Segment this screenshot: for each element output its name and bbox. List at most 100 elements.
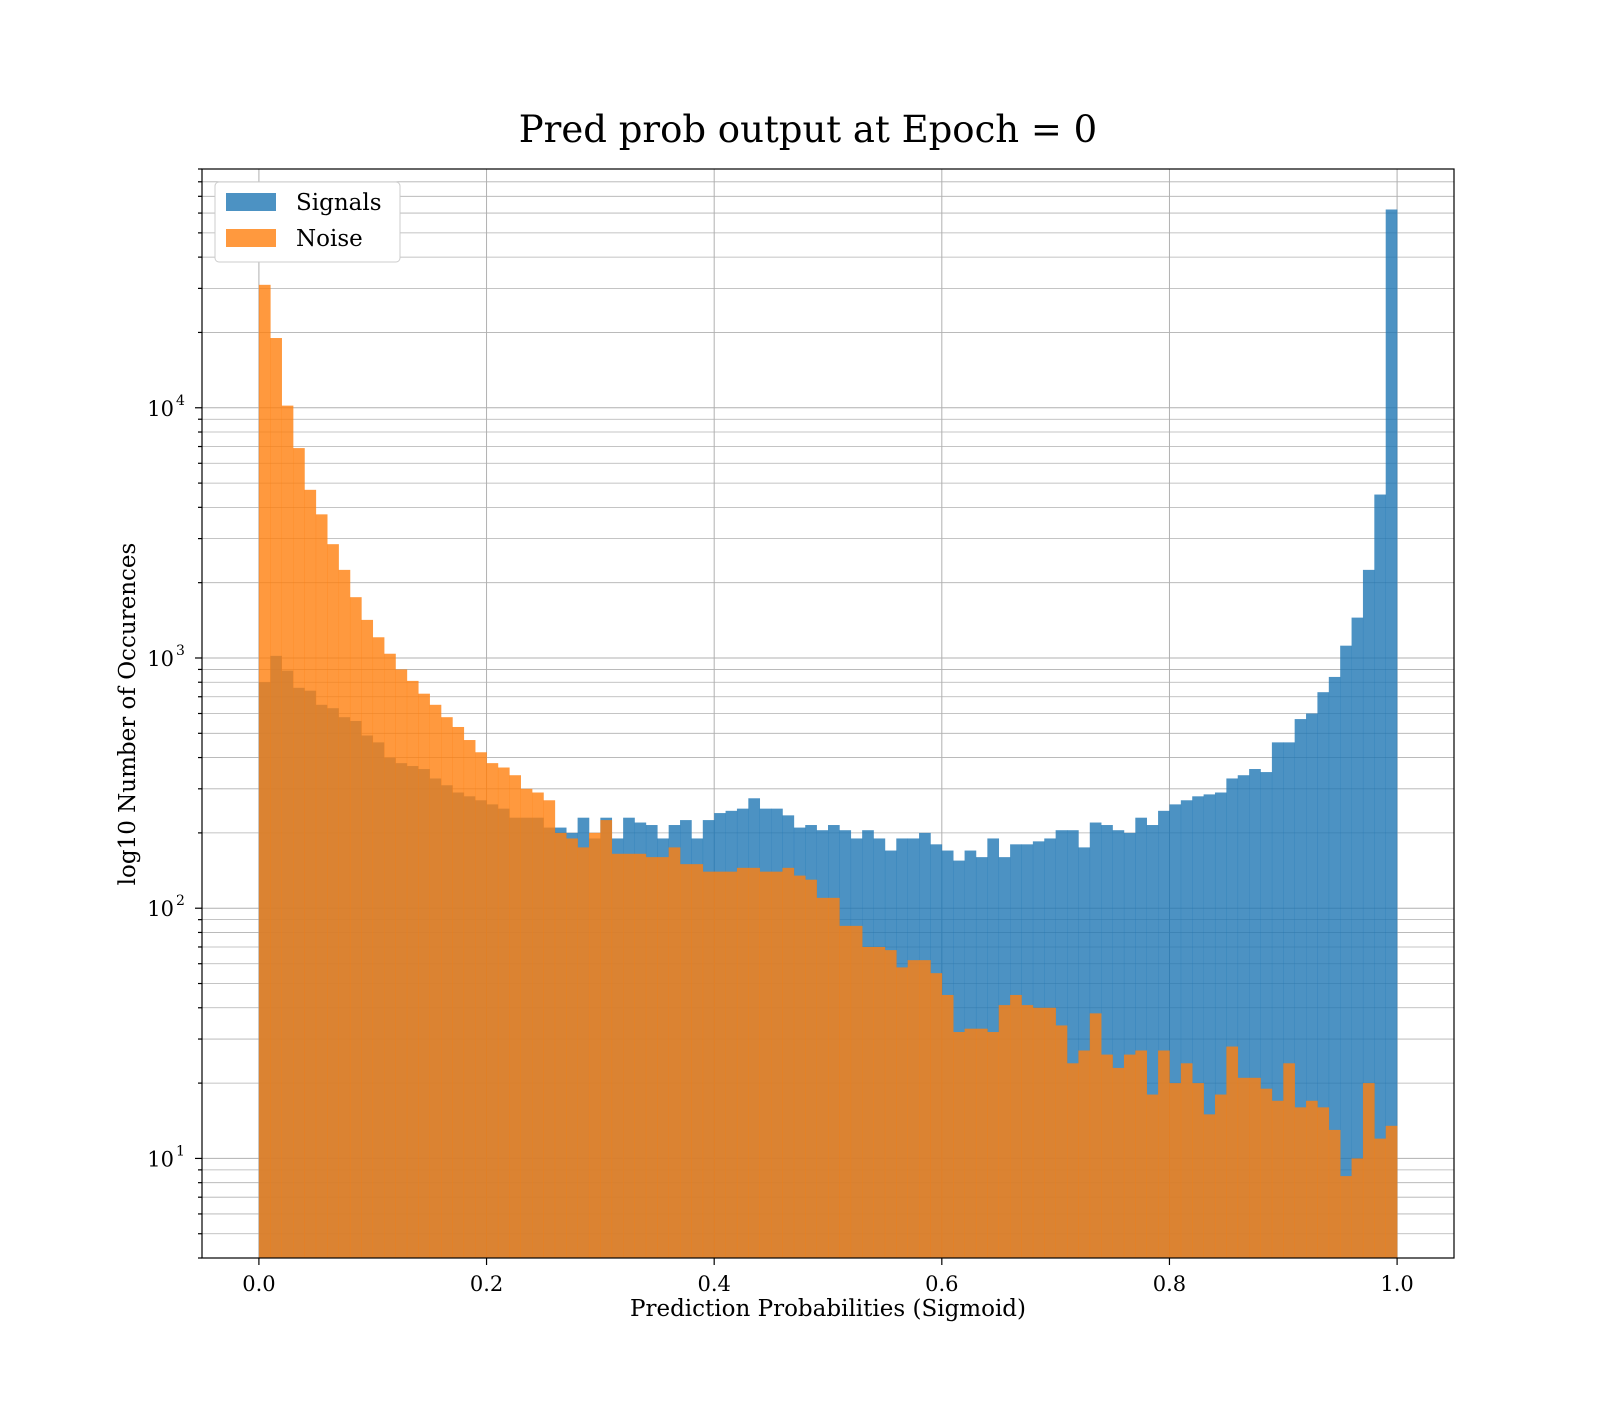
histogram-bar-noise [873,946,886,1258]
histogram-bar-noise [532,792,544,1258]
histogram-bar-signals [1283,742,1295,1258]
histogram-bar-noise [998,1005,1011,1258]
histogram-bar-noise [1374,1138,1387,1258]
histogram-bar-noise [315,514,328,1258]
histogram-bar-noise [463,740,476,1258]
histogram-bars [258,209,1398,1259]
histogram-bar-noise [327,544,339,1258]
histogram-bar-signals [1317,692,1330,1258]
histogram-bar-noise [930,973,943,1258]
histogram-bar-noise [600,820,613,1258]
histogram-bar-signals [1328,676,1341,1258]
histogram-bar-signals [1374,494,1387,1258]
histogram-bar-noise [1283,1063,1295,1258]
histogram-bar-noise [1340,1176,1352,1258]
histogram-bar-noise [736,867,749,1258]
histogram-bar-noise [1158,1050,1170,1258]
x-tick-label: 0.0 [242,1272,275,1296]
histogram-bar-noise [509,775,521,1258]
histogram-bar-noise [668,847,681,1258]
histogram-bar-noise [1317,1107,1330,1258]
y-tick-label: 10 [147,647,174,671]
histogram-bar-noise [975,1028,988,1258]
histogram-bar-noise [1203,1114,1216,1258]
histogram-bar-noise [1055,1025,1068,1258]
series-noise [258,284,1398,1259]
histogram-bar-noise [793,875,806,1258]
histogram-bar-noise [1214,1094,1227,1258]
histogram-bar-noise [1010,994,1022,1258]
histogram-bar-noise [896,967,908,1258]
histogram-bar-noise [1089,1013,1102,1258]
histogram-bar-signals [1214,792,1227,1258]
histogram-bar-signals [1362,569,1375,1258]
legend-swatch-signals [226,193,276,211]
histogram-bar-noise [1021,1005,1034,1258]
x-tick-label: 1.0 [1380,1272,1413,1296]
histogram-bar-noise [1328,1129,1341,1258]
histogram-bar-noise [452,726,465,1258]
histogram-bar-noise [406,680,419,1258]
histogram-bar-signals [1271,742,1284,1258]
histogram-bar-signals [1158,810,1170,1258]
legend-label-noise: Noise [296,226,363,252]
histogram-bar-noise [1294,1107,1307,1258]
histogram-bar-noise [395,669,408,1258]
chart-legend: Signals Noise [214,181,401,263]
histogram-bar-noise [884,950,897,1258]
histogram-bar-noise [680,864,692,1258]
histogram-bar-noise [839,925,852,1258]
histogram-bar-noise [1078,1050,1091,1258]
histogram-bar-noise [634,853,647,1258]
histogram-bar-noise [1249,1077,1261,1258]
histogram-bar-signals [1192,796,1204,1258]
histogram-bar-noise [907,960,920,1258]
y-tick-exponent: 4 [176,393,185,409]
histogram-bar-signals [1226,778,1239,1258]
legend-label-signals: Signals [296,190,382,216]
histogram-bar-noise [566,838,578,1258]
histogram-bar-signals [1237,775,1250,1258]
histogram-bar-noise [1032,1007,1045,1258]
histogram-bar-noise [771,871,783,1258]
histogram-bar-signals [1340,645,1352,1258]
x-tick-label: 0.4 [697,1272,730,1296]
legend-swatch-noise [226,229,276,247]
y-axis-label: log10 Number of Occurences [115,543,141,886]
histogram-bar-signals [1249,769,1261,1258]
histogram-bar-signals [1203,794,1216,1258]
histogram-bar-noise [258,284,271,1258]
histogram-bar-noise [1192,1083,1204,1258]
histogram-bar-noise [418,693,430,1258]
histogram-bar-noise [702,871,715,1258]
histogram-bar-signals [1294,719,1307,1258]
histogram-bar-noise [714,871,726,1258]
histogram-bar-noise [645,857,658,1258]
histogram-bar-noise [361,619,374,1258]
histogram-bar-noise [725,871,738,1258]
histogram-bar-noise [611,853,624,1258]
histogram-bar-noise [543,800,556,1258]
histogram-bar-signals [1146,825,1159,1258]
histogram-bar-noise [1101,1054,1113,1258]
histogram-bar-noise [577,847,590,1258]
x-tick-label: 0.6 [925,1272,958,1296]
histogram-bar-noise [964,1028,977,1258]
histogram-bar-signals [1101,825,1113,1258]
histogram-bar-noise [657,857,669,1258]
histogram-bar-noise [338,569,351,1258]
histogram-bar-noise [1067,1063,1079,1258]
histogram-bar-noise [293,448,305,1258]
histogram-bar-noise [349,597,362,1258]
histogram-bar-noise [805,879,817,1258]
x-tick-label: 0.2 [470,1272,503,1296]
histogram-bar-noise [441,717,453,1258]
histogram-bar-noise [429,704,442,1258]
histogram-bar-noise [270,338,282,1258]
histogram-bar-signals [1180,800,1193,1258]
histogram-bar-noise [1306,1100,1318,1258]
histogram-bar-noise [1362,1083,1375,1258]
histogram-bar-noise [919,960,931,1258]
histogram-bar-noise [748,867,761,1258]
histogram-bar-noise [486,763,499,1258]
